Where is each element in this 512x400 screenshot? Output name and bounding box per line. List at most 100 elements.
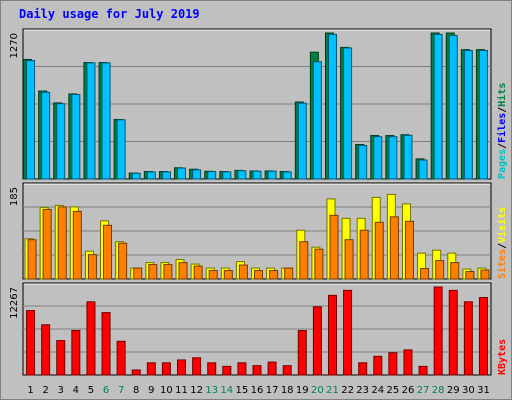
bar-sites-day-13 [208,270,218,280]
x-tick-label-day-28: 28 [432,385,445,396]
bar-files-day-2 [41,91,51,180]
x-tick-label-day-19: 19 [296,385,309,396]
x-tick-label-day-22: 22 [341,385,354,396]
legend-item-pages: Pages [497,149,508,179]
bar-kbytes-day-7 [116,340,126,376]
bar-kbytes-day-11 [177,359,187,376]
bar-sites-day-2 [42,208,52,280]
x-tick-label-day-1: 1 [27,385,33,396]
bar-kbytes-day-13 [207,362,217,376]
bar-sites-day-9 [148,264,158,280]
bar-files-day-10 [161,171,171,180]
bar-kbytes-day-2 [41,324,51,376]
bar-kbytes-day-14 [222,365,232,376]
bar-kbytes-day-18 [282,365,292,376]
chart-title: Daily usage for July 2019 [19,7,200,21]
bar-kbytes-day-29 [448,289,458,376]
bar-files-day-21 [327,33,337,180]
bar-sites-day-5 [87,254,97,280]
x-tick-label-day-5: 5 [88,385,94,396]
legend-hits-files-pages: Pages/Files/Hits [496,83,508,179]
x-tick-label-day-30: 30 [462,385,475,396]
legend-separator: / [497,143,508,149]
bar-sites-day-29 [450,262,460,280]
x-tick-label-day-27: 27 [417,385,430,396]
x-tick-label-day-3: 3 [58,385,64,396]
bar-files-day-14 [222,171,232,180]
bar-files-day-17 [267,170,277,180]
bar-kbytes-day-28 [433,286,443,376]
bar-sites-day-11 [178,262,188,280]
bar-sites-day-14 [223,270,233,280]
bar-files-day-5 [86,62,96,180]
bar-files-day-8 [131,172,141,180]
bar-sites-day-22 [344,239,354,280]
bar-sites-day-12 [193,265,203,280]
x-tick-label-day-6: 6 [103,385,109,396]
bar-kbytes-day-1 [26,310,36,376]
bar-sites-day-26 [404,220,414,280]
legend-kbytes: KBytes [497,339,508,375]
bar-sites-day-19 [299,241,309,280]
bar-kbytes-day-17 [267,361,277,376]
x-tick-label-day-11: 11 [175,385,188,396]
bar-sites-day-6 [103,224,113,280]
bar-kbytes-day-30 [463,301,473,376]
bar-files-day-29 [448,35,458,180]
bar-files-day-12 [192,169,202,180]
bar-kbytes-day-20 [312,306,322,376]
x-tick-label-day-16: 16 [251,385,264,396]
y-max-label-hits-files-pages: 1270 [9,33,20,58]
bar-files-day-31 [478,49,488,180]
bar-kbytes-day-21 [327,294,337,376]
bar-sites-day-3 [57,206,67,280]
bar-kbytes-day-24 [373,355,383,376]
bar-kbytes-day-8 [131,369,141,376]
x-tick-label-day-23: 23 [356,385,369,396]
bar-files-day-25 [388,136,398,180]
x-tick-label-day-9: 9 [148,385,154,396]
bar-files-day-28 [433,33,443,180]
bar-files-day-11 [177,167,187,180]
bar-kbytes-day-15 [237,362,247,376]
bar-sites-day-25 [389,216,399,280]
x-tick-label-day-31: 31 [477,385,490,396]
legend-separator: / [497,107,508,113]
bar-sites-day-30 [465,271,475,280]
legend-visits-sites: Sites/Visits [496,207,508,279]
bar-kbytes-day-12 [192,357,202,376]
bar-sites-day-7 [118,242,128,280]
bar-kbytes-day-9 [146,362,156,376]
x-tick-label-day-10: 10 [160,385,173,396]
x-tick-label-day-20: 20 [311,385,324,396]
bar-files-day-30 [463,49,473,180]
x-tick-label-day-15: 15 [236,385,249,396]
bar-kbytes-day-5 [86,301,96,376]
bar-files-day-20 [312,61,322,180]
bar-files-day-26 [403,134,413,180]
x-tick-label-day-26: 26 [402,385,415,396]
bar-sites-day-17 [269,270,279,280]
bar-kbytes-day-22 [343,289,353,376]
x-tick-label-day-8: 8 [133,385,139,396]
bar-files-day-16 [252,170,262,180]
y-max-label-visits-sites: 185 [9,187,20,206]
bar-files-day-22 [343,47,353,180]
x-tick-label-day-13: 13 [205,385,218,396]
bar-sites-day-18 [284,267,294,280]
bar-sites-day-16 [254,270,263,280]
bar-sites-day-27 [420,268,430,280]
bar-files-day-9 [146,171,156,180]
y-max-label-kbytes: 12267 [9,287,20,319]
bar-kbytes-day-10 [161,362,171,376]
bar-files-day-1 [26,60,36,180]
bar-sites-day-21 [329,214,339,280]
x-tick-label-day-24: 24 [371,385,384,396]
bar-kbytes-day-25 [388,352,398,376]
x-tick-label-day-21: 21 [326,385,339,396]
bar-kbytes-day-3 [56,340,66,376]
bar-kbytes-day-19 [297,330,307,376]
x-tick-label-day-7: 7 [118,385,124,396]
